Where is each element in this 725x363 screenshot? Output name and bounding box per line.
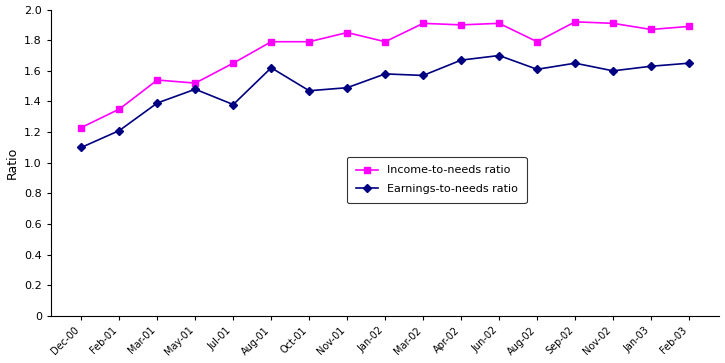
- Earnings-to-needs ratio: [153, 101, 162, 105]
- Income-to-needs ratio: [533, 40, 542, 44]
- Income-to-needs ratio: [229, 61, 238, 65]
- Earnings-to-needs ratio: [684, 61, 693, 65]
- Earnings-to-needs ratio: [191, 87, 199, 91]
- Income-to-needs ratio: [267, 40, 276, 44]
- Y-axis label: Ratio: Ratio: [6, 147, 19, 179]
- Income-to-needs ratio: [381, 40, 389, 44]
- Income-to-needs ratio: [494, 21, 503, 25]
- Earnings-to-needs ratio: [494, 53, 503, 58]
- Income-to-needs ratio: [191, 81, 199, 85]
- Income-to-needs ratio: [115, 107, 124, 111]
- Earnings-to-needs ratio: [343, 86, 352, 90]
- Income-to-needs ratio: [684, 24, 693, 29]
- Earnings-to-needs ratio: [419, 73, 428, 78]
- Earnings-to-needs ratio: [457, 58, 465, 62]
- Income-to-needs ratio: [457, 23, 465, 27]
- Earnings-to-needs ratio: [77, 145, 86, 150]
- Income-to-needs ratio: [153, 78, 162, 82]
- Earnings-to-needs ratio: [647, 64, 655, 68]
- Earnings-to-needs ratio: [115, 129, 124, 133]
- Earnings-to-needs ratio: [571, 61, 579, 65]
- Line: Earnings-to-needs ratio: Earnings-to-needs ratio: [78, 52, 692, 151]
- Earnings-to-needs ratio: [533, 67, 542, 72]
- Income-to-needs ratio: [609, 21, 618, 25]
- Income-to-needs ratio: [304, 40, 313, 44]
- Earnings-to-needs ratio: [267, 66, 276, 70]
- Earnings-to-needs ratio: [229, 102, 238, 107]
- Income-to-needs ratio: [647, 27, 655, 32]
- Line: Income-to-needs ratio: Income-to-needs ratio: [78, 19, 692, 131]
- Income-to-needs ratio: [419, 21, 428, 25]
- Income-to-needs ratio: [343, 30, 352, 35]
- Legend: Income-to-needs ratio, Earnings-to-needs ratio: Income-to-needs ratio, Earnings-to-needs…: [347, 156, 526, 203]
- Income-to-needs ratio: [571, 20, 579, 24]
- Earnings-to-needs ratio: [609, 69, 618, 73]
- Earnings-to-needs ratio: [304, 89, 313, 93]
- Earnings-to-needs ratio: [381, 72, 389, 76]
- Income-to-needs ratio: [77, 125, 86, 130]
